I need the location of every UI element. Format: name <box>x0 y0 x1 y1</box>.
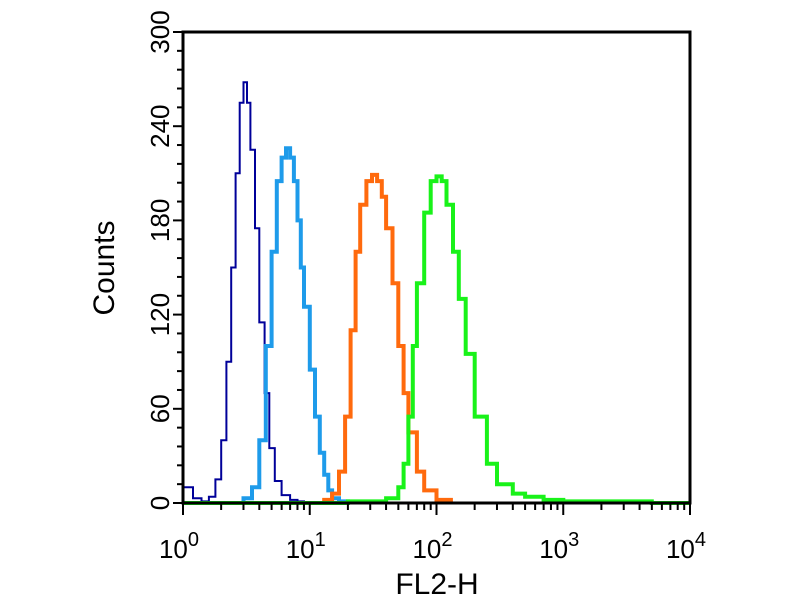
y-axis-label: Counts <box>88 220 121 315</box>
y-tick-label: 240 <box>145 105 175 148</box>
y-tick-label: 0 <box>145 496 175 510</box>
y-tick-label: 300 <box>145 10 175 53</box>
x-axis-label: FL2-H <box>395 568 478 600</box>
x-tick-label: 102 <box>412 529 452 564</box>
axis-ticks-layer: 0 60 120 180 240 300 100 101 102 103 104 <box>145 10 706 564</box>
histogram-series-3 <box>281 172 453 505</box>
x-tick-label: 101 <box>286 529 326 564</box>
histogram-series-2 <box>233 146 350 505</box>
histogram-series-1 <box>183 81 310 504</box>
y-tick-label: 60 <box>145 394 175 423</box>
x-tick-label: 100 <box>159 529 199 564</box>
x-tick-label: 104 <box>666 529 706 564</box>
x-tick-label: 103 <box>539 529 579 564</box>
y-tick-label: 180 <box>145 199 175 242</box>
histogram-series-layer <box>183 81 690 505</box>
y-tick-label: 120 <box>145 293 175 336</box>
histogram-series-4 <box>183 174 690 505</box>
